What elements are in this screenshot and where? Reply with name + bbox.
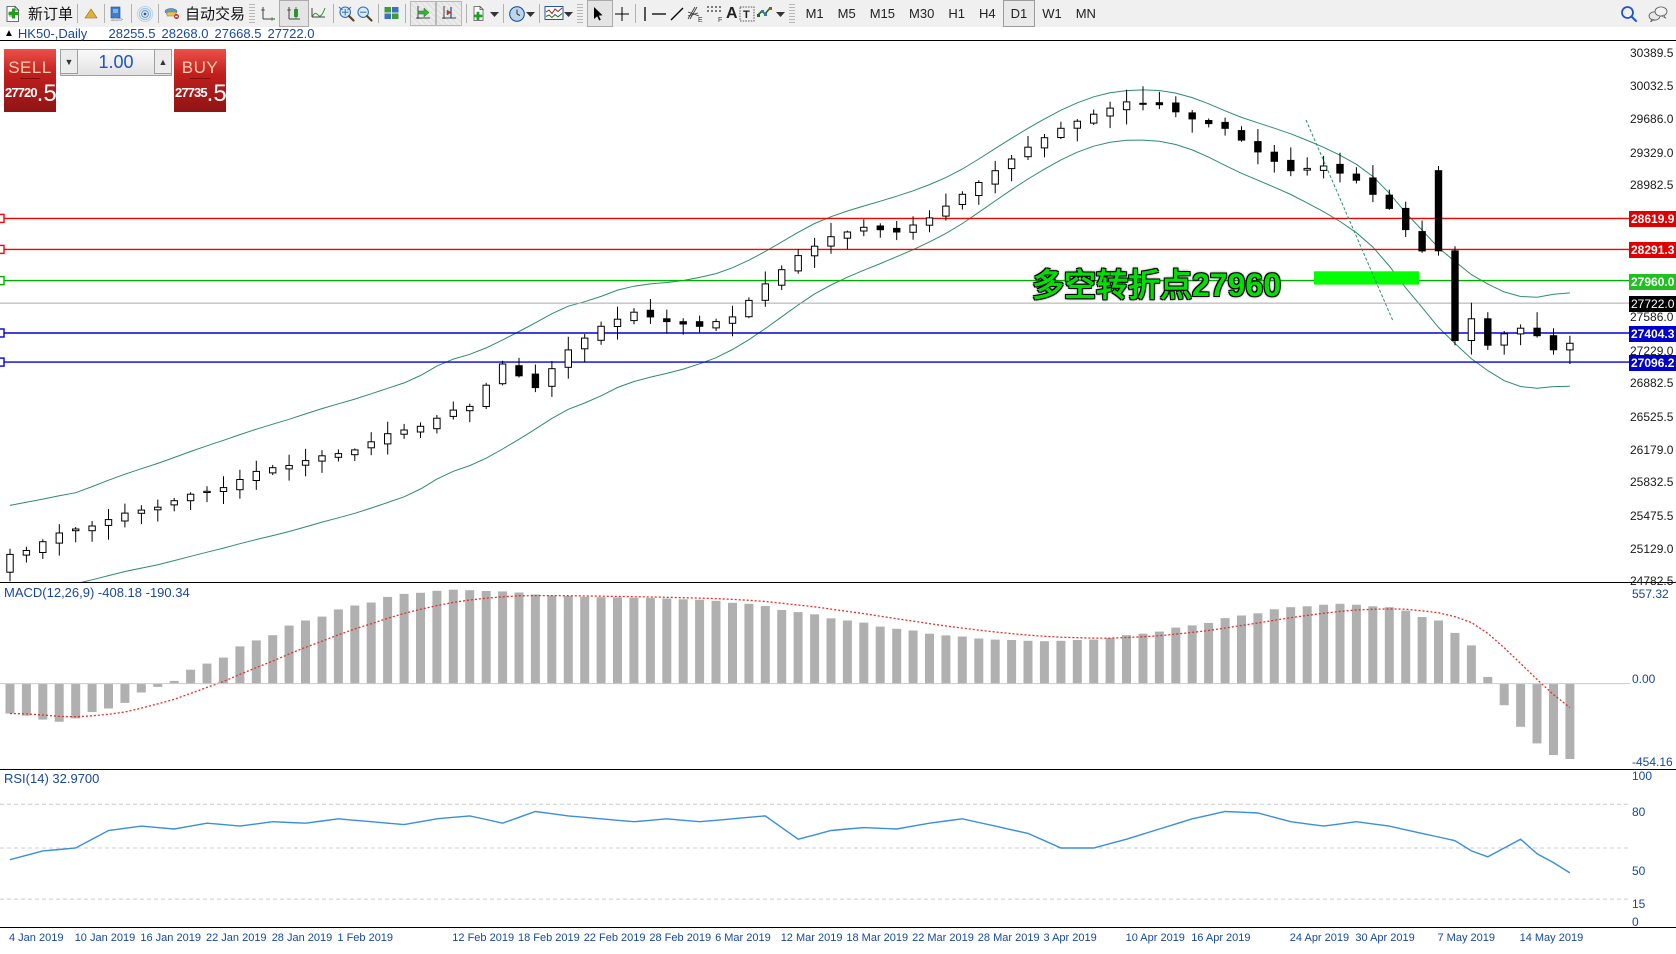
svg-text:F: F [718, 17, 722, 23]
svg-text:T: T [743, 9, 750, 21]
svg-text:E: E [698, 17, 703, 23]
